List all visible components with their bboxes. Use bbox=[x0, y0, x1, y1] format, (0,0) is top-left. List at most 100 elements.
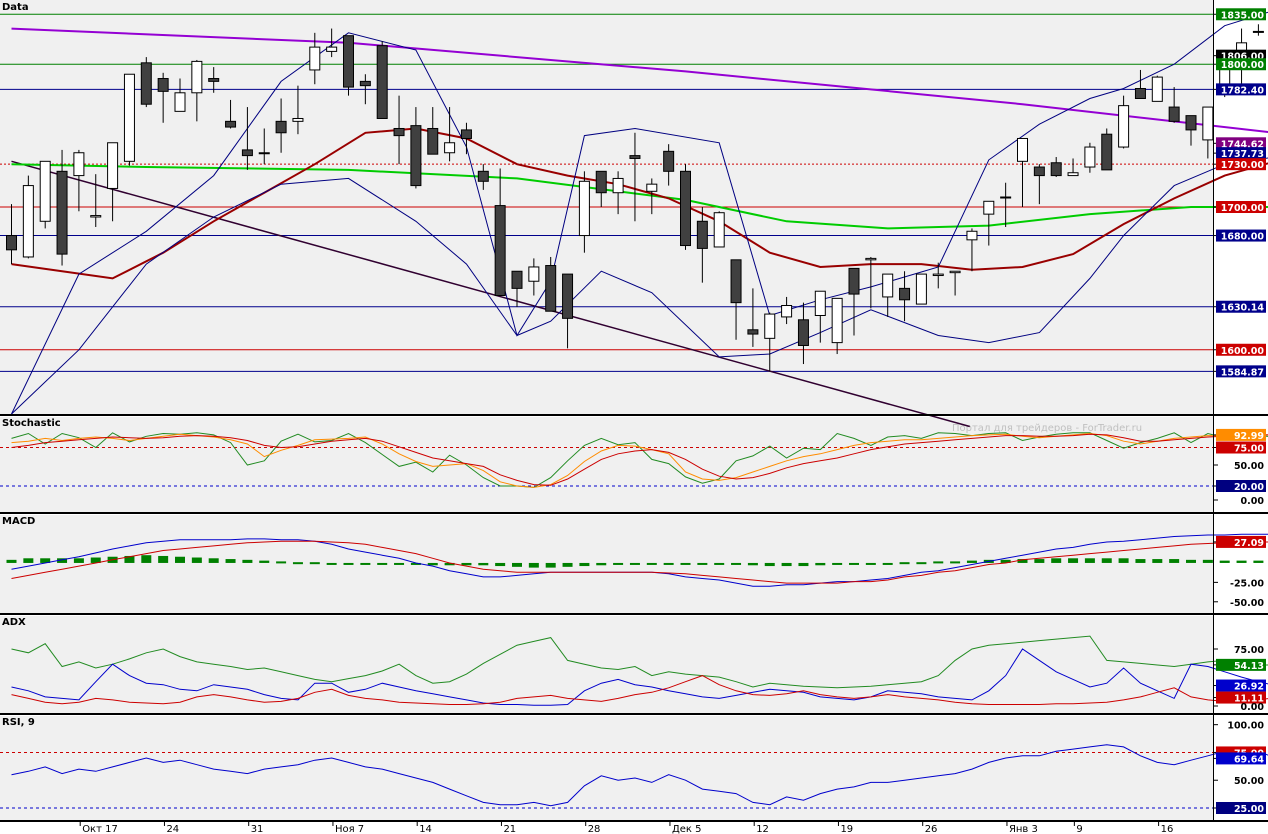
x-axis-label: 12 bbox=[756, 824, 769, 834]
macd-histogram-bar bbox=[1017, 559, 1028, 563]
macd-histogram-bar bbox=[764, 562, 775, 567]
adx-value-label: 11.11 bbox=[1234, 694, 1264, 705]
macd-histogram-bar bbox=[495, 562, 506, 567]
candle-body bbox=[882, 273, 894, 298]
candle-body bbox=[123, 73, 135, 162]
adx-axis-label: 0.00 bbox=[1241, 702, 1265, 713]
candle-body bbox=[696, 220, 708, 249]
macd-histogram-bar bbox=[1186, 559, 1196, 563]
macd-panel: MACD bbox=[0, 515, 1213, 613]
candle-body bbox=[1168, 106, 1180, 122]
macd-histogram-bar bbox=[377, 562, 388, 565]
adx-panel-title: ADX bbox=[2, 617, 26, 628]
macd-histogram-bar bbox=[309, 562, 320, 565]
candle-body bbox=[39, 160, 51, 222]
candle-body bbox=[612, 177, 624, 194]
candle-body bbox=[865, 257, 877, 261]
macd-histogram-bar bbox=[1253, 560, 1264, 563]
macd-histogram-bar bbox=[849, 562, 859, 565]
candle-body bbox=[797, 319, 809, 346]
adx-series-line bbox=[11, 648, 1268, 706]
candle-body bbox=[1118, 105, 1130, 148]
stochastic-series-line bbox=[11, 433, 1268, 486]
candle-body bbox=[1084, 146, 1096, 168]
candle-body bbox=[22, 185, 34, 258]
rsi-series-line bbox=[11, 744, 1268, 807]
stochastic-value-label-box bbox=[1216, 428, 1266, 441]
macd-histogram-bar bbox=[343, 562, 354, 565]
stochastic-panel-title: Stochastic bbox=[2, 418, 61, 429]
stochastic-panel: Stochastic bbox=[0, 417, 1213, 512]
adx-value-label: 54.13 bbox=[1234, 661, 1264, 672]
candle-body bbox=[545, 265, 557, 312]
x-axis-label: Дек 5 bbox=[672, 824, 702, 834]
candle-body bbox=[949, 270, 961, 274]
candle-body bbox=[107, 142, 119, 189]
candle-body bbox=[225, 120, 237, 128]
rsi-axis-label: 100.00 bbox=[1227, 721, 1264, 732]
candle-body bbox=[1000, 196, 1012, 199]
macd-histogram-bar bbox=[73, 558, 84, 563]
price-label: 1700.00 bbox=[1221, 203, 1265, 214]
candle-body bbox=[427, 127, 439, 155]
price-overlay-line bbox=[11, 27, 1268, 133]
candle-body bbox=[292, 117, 304, 122]
stochastic-value-label: 75.00 bbox=[1234, 444, 1264, 455]
macd-histogram-bar bbox=[1219, 560, 1230, 563]
macd-histogram-bar bbox=[697, 562, 708, 565]
price-label: 1630.14 bbox=[1221, 303, 1265, 314]
macd-histogram-bar bbox=[1000, 559, 1011, 563]
macd-histogram-bar bbox=[191, 557, 202, 563]
macd-histogram-bar bbox=[663, 562, 674, 565]
x-axis-label: Окт 17 bbox=[82, 824, 118, 834]
macd-histogram-bar bbox=[90, 557, 101, 563]
macd-panel-title: MACD bbox=[2, 516, 35, 527]
adx-value-label-box bbox=[1216, 658, 1266, 671]
macd-histogram-bar bbox=[545, 562, 556, 568]
adx-series-line bbox=[11, 675, 1268, 705]
macd-histogram-bar bbox=[410, 562, 421, 565]
x-axis-label: 19 bbox=[840, 824, 853, 834]
candle-body bbox=[444, 142, 456, 154]
macd-histogram-bar bbox=[276, 561, 287, 564]
x-axis-label: Ноя 7 bbox=[335, 824, 364, 834]
macd-histogram-bar bbox=[444, 562, 455, 566]
candle-body bbox=[562, 273, 574, 319]
macd-histogram-bar bbox=[394, 562, 405, 565]
macd-histogram-bar bbox=[1236, 560, 1247, 563]
price-label-box bbox=[1216, 58, 1266, 71]
macd-histogram-bar bbox=[40, 558, 51, 563]
data-panel-title: Data bbox=[2, 2, 29, 13]
macd-histogram-bar bbox=[1101, 558, 1112, 563]
rsi-value-label-box bbox=[1216, 752, 1266, 765]
candle-body bbox=[1050, 162, 1062, 177]
price-overlay-line bbox=[11, 157, 1268, 415]
rsi-panel-title: RSI, 9 bbox=[2, 717, 35, 728]
macd-axis-label: -25.00 bbox=[1230, 578, 1264, 589]
x-axis-label: 28 bbox=[588, 824, 601, 834]
candle-body bbox=[393, 127, 405, 137]
price-overlay-line bbox=[11, 11, 1268, 415]
price-label-box bbox=[1216, 365, 1266, 378]
macd-histogram-bar bbox=[1169, 559, 1180, 563]
macd-histogram-bar bbox=[865, 562, 876, 565]
candle-body bbox=[814, 290, 826, 316]
macd-histogram-bar bbox=[512, 562, 522, 567]
x-axis-label: 14 bbox=[419, 824, 432, 834]
candle-body bbox=[241, 149, 253, 157]
price-label: 1806.00 bbox=[1221, 52, 1265, 63]
candle-body bbox=[629, 155, 641, 159]
candle-body bbox=[764, 313, 776, 339]
rsi-value-label: 69.64 bbox=[1234, 754, 1264, 765]
macd-histogram-bar bbox=[731, 562, 742, 565]
candle-body bbox=[359, 80, 371, 87]
price-label: 1835.00 bbox=[1221, 10, 1265, 21]
adx-axis-label: 75.00 bbox=[1234, 645, 1264, 656]
x-axis-label: 26 bbox=[925, 824, 938, 834]
macd-histogram-bar bbox=[798, 562, 809, 567]
x-axis-label: Янв 3 bbox=[1009, 824, 1038, 834]
price-label: 1782.40 bbox=[1221, 85, 1265, 96]
macd-histogram-bar bbox=[882, 562, 893, 565]
